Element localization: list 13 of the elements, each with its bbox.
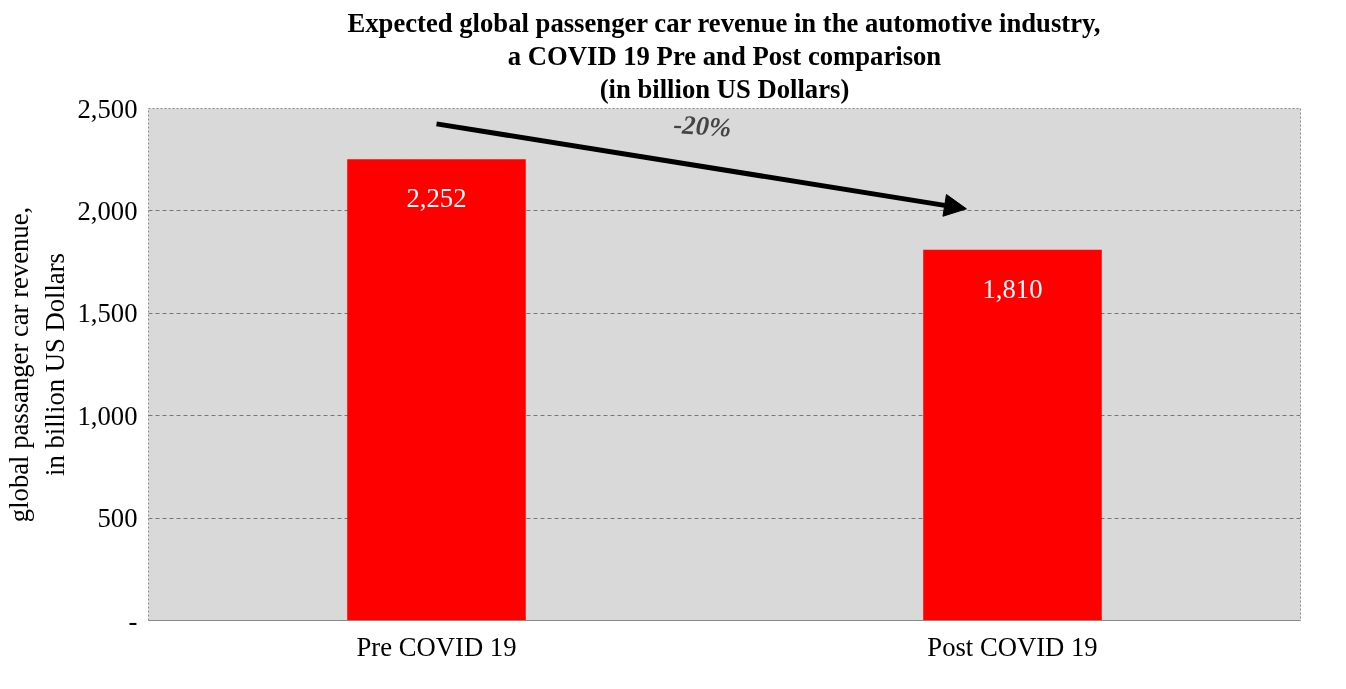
chart-title: Expected global passenger car revenue in the automotive industry, a COVID 19 Pre and Post comparison (in billion US Dollars) [347,7,1101,104]
y-tick-label: 2,500 [77,93,138,124]
x-tick-label: Pre COVID 19 [356,631,517,662]
data-label: 2,252 [406,183,467,214]
data-label: 1,810 [982,273,1043,304]
y-axis-title: global passanger car revenue, in billion US Dollars [3,206,70,523]
y-tick-label: 2,000 [77,195,138,226]
y-tick-label: 1,000 [77,400,138,431]
x-tick-label: Post COVID 19 [927,631,1098,662]
annotation: -20% [672,109,733,143]
y-tick-label: - [128,605,138,636]
y-tick-label: 1,500 [77,298,138,329]
y-tick-label: 500 [97,503,138,534]
